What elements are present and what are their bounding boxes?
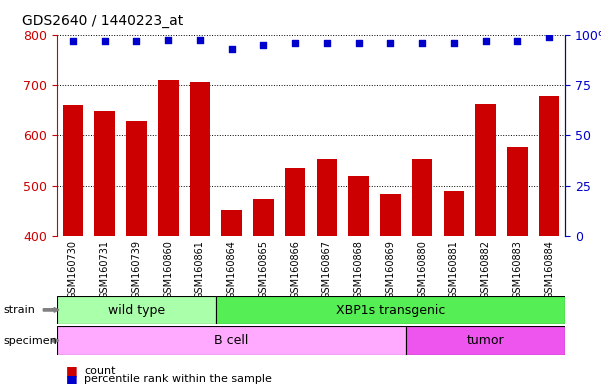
Bar <box>406 326 565 355</box>
Text: GSM160864: GSM160864 <box>227 240 237 299</box>
Point <box>386 40 395 46</box>
Bar <box>253 199 273 236</box>
Bar <box>126 121 147 236</box>
Bar <box>507 147 528 236</box>
Point <box>132 38 141 44</box>
Bar <box>221 210 242 236</box>
Point <box>227 46 236 52</box>
Bar <box>189 83 210 236</box>
Text: specimen: specimen <box>3 336 56 346</box>
Text: GSM160880: GSM160880 <box>417 240 427 299</box>
Text: GSM160883: GSM160883 <box>512 240 522 299</box>
Text: GSM160867: GSM160867 <box>322 240 332 299</box>
Text: GSM160868: GSM160868 <box>353 240 364 299</box>
Point <box>68 38 78 44</box>
Text: GSM160884: GSM160884 <box>544 240 554 299</box>
Text: GSM160881: GSM160881 <box>449 240 459 299</box>
Text: B cell: B cell <box>215 334 249 347</box>
Bar <box>285 168 305 236</box>
Text: tumor: tumor <box>467 334 504 347</box>
Text: GSM160882: GSM160882 <box>481 240 490 299</box>
Bar <box>94 111 115 236</box>
Point <box>481 38 490 44</box>
Text: GSM160860: GSM160860 <box>163 240 173 299</box>
Bar <box>63 105 84 236</box>
Bar <box>444 191 464 236</box>
Text: GSM160869: GSM160869 <box>385 240 395 299</box>
Point <box>545 33 554 40</box>
Bar <box>349 176 369 236</box>
Bar <box>57 326 406 355</box>
Point <box>513 38 522 44</box>
Bar <box>57 296 216 324</box>
Point <box>322 40 332 46</box>
Text: GSM160739: GSM160739 <box>132 240 141 299</box>
Point <box>258 41 268 48</box>
Text: ■: ■ <box>66 373 78 384</box>
Text: GDS2640 / 1440223_at: GDS2640 / 1440223_at <box>22 14 183 28</box>
Text: GSM160730: GSM160730 <box>68 240 78 299</box>
Point <box>100 38 109 44</box>
Point <box>449 40 459 46</box>
Point <box>290 40 300 46</box>
Text: GSM160865: GSM160865 <box>258 240 269 299</box>
Point <box>417 40 427 46</box>
Point <box>163 36 173 43</box>
Bar <box>380 194 401 236</box>
Text: count: count <box>84 366 115 376</box>
Bar <box>158 80 178 236</box>
Text: GSM160861: GSM160861 <box>195 240 205 299</box>
Text: strain: strain <box>3 305 35 315</box>
Text: GSM160731: GSM160731 <box>100 240 110 299</box>
Point <box>195 36 205 43</box>
Text: XBP1s transgenic: XBP1s transgenic <box>336 304 445 316</box>
Bar <box>538 96 560 236</box>
Bar <box>317 159 337 236</box>
Bar <box>216 296 565 324</box>
Point <box>354 40 364 46</box>
Text: GSM160866: GSM160866 <box>290 240 300 299</box>
Bar <box>475 104 496 236</box>
Text: ■: ■ <box>66 364 78 377</box>
Text: percentile rank within the sample: percentile rank within the sample <box>84 374 272 384</box>
Text: wild type: wild type <box>108 304 165 316</box>
Bar <box>412 159 433 236</box>
